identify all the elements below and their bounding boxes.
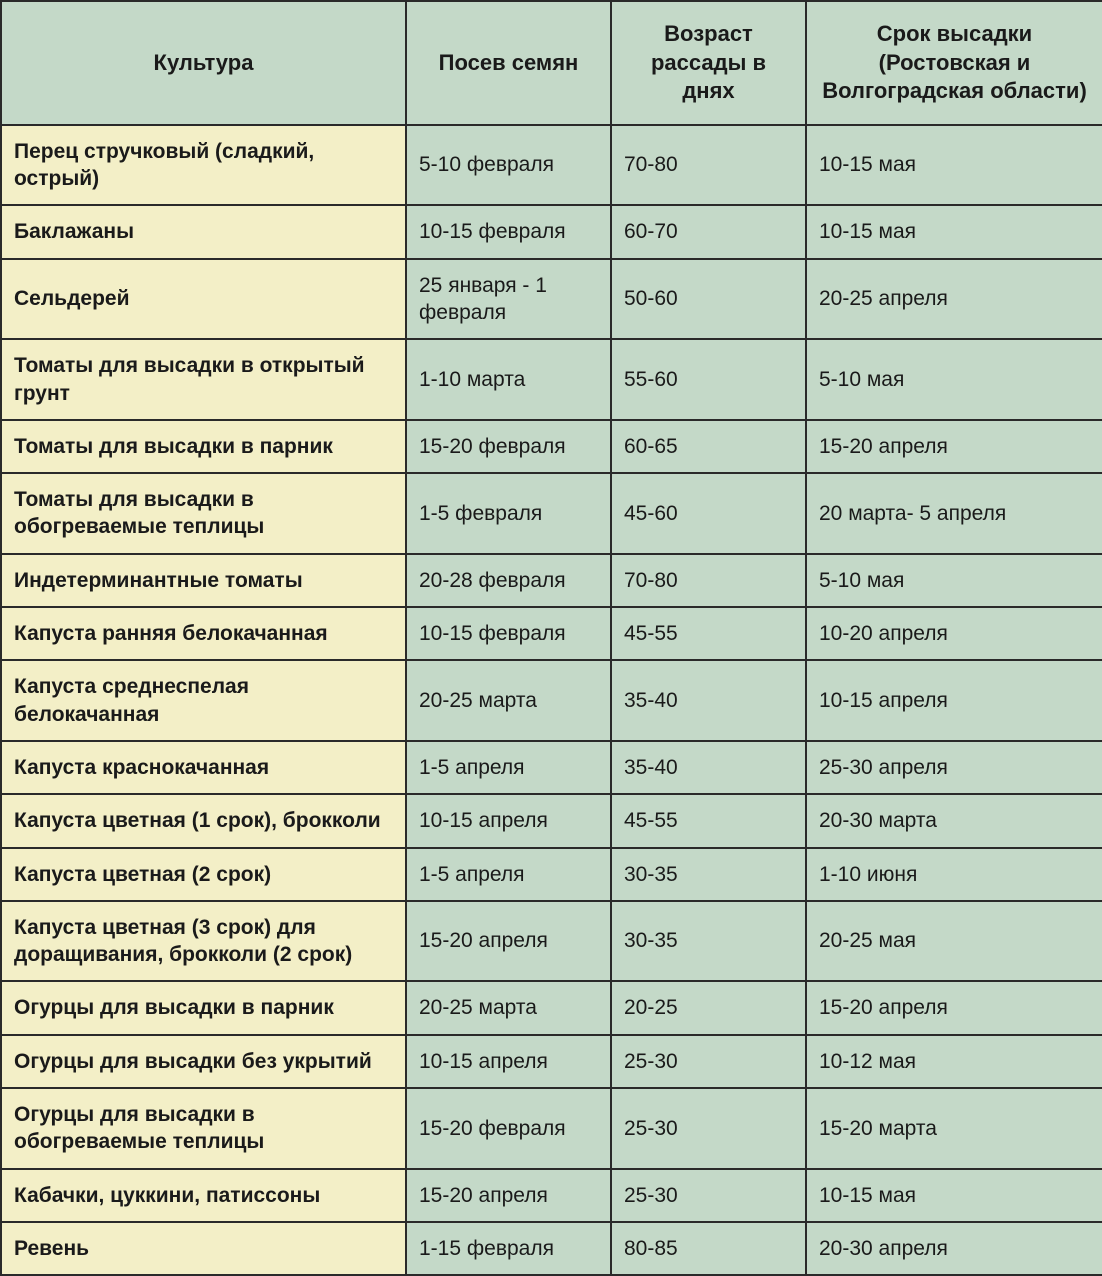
cell-planting: 20-30 марта bbox=[806, 794, 1102, 847]
cell-planting: 20-30 апреля bbox=[806, 1222, 1102, 1275]
cell-sowing: 20-25 марта bbox=[406, 660, 611, 741]
table-row: Огурцы для высадки в парник 20-25 марта … bbox=[1, 981, 1102, 1034]
cell-planting: 15-20 апреля bbox=[806, 420, 1102, 473]
cell-culture: Томаты для высадки в открытый грунт bbox=[1, 339, 406, 420]
cell-culture: Ревень bbox=[1, 1222, 406, 1275]
cell-age: 70-80 bbox=[611, 125, 806, 206]
table-row: Индетерминантные томаты 20-28 февраля 70… bbox=[1, 554, 1102, 607]
table-row: Томаты для высадки в парник 15-20 феврал… bbox=[1, 420, 1102, 473]
cell-age: 25-30 bbox=[611, 1088, 806, 1169]
table-row: Капуста ранняя белокачанная 10-15 феврал… bbox=[1, 607, 1102, 660]
table-row: Ревень 1-15 февраля 80-85 20-30 апреля bbox=[1, 1222, 1102, 1275]
cell-planting: 10-20 апреля bbox=[806, 607, 1102, 660]
cell-age: 60-65 bbox=[611, 420, 806, 473]
cell-sowing: 20-28 февраля bbox=[406, 554, 611, 607]
cell-culture: Огурцы для высадки без укрытий bbox=[1, 1035, 406, 1088]
cell-culture: Огурцы для высадки в парник bbox=[1, 981, 406, 1034]
cell-culture: Кабачки, цуккини, патиссоны bbox=[1, 1169, 406, 1222]
cell-planting: 5-10 мая bbox=[806, 339, 1102, 420]
cell-age: 30-35 bbox=[611, 901, 806, 982]
col-header-age: Возраст рассады в днях bbox=[611, 1, 806, 125]
table-row: Томаты для высадки в обогреваемые теплиц… bbox=[1, 473, 1102, 554]
table-row: Баклажаны 10-15 февраля 60-70 10-15 мая bbox=[1, 205, 1102, 258]
cell-planting: 20-25 апреля bbox=[806, 259, 1102, 340]
cell-planting: 25-30 апреля bbox=[806, 741, 1102, 794]
cell-planting: 5-10 мая bbox=[806, 554, 1102, 607]
cell-age: 35-40 bbox=[611, 660, 806, 741]
cell-sowing: 10-15 февраля bbox=[406, 607, 611, 660]
table-row: Капуста цветная (3 срок) для доращивания… bbox=[1, 901, 1102, 982]
cell-age: 35-40 bbox=[611, 741, 806, 794]
cell-culture: Капуста среднеспелая белокачанная bbox=[1, 660, 406, 741]
table-body: Перец стручковый (сладкий, острый) 5-10 … bbox=[1, 125, 1102, 1275]
cell-age: 30-35 bbox=[611, 848, 806, 901]
cell-sowing: 1-5 апреля bbox=[406, 741, 611, 794]
cell-culture: Томаты для высадки в обогреваемые теплиц… bbox=[1, 473, 406, 554]
cell-age: 25-30 bbox=[611, 1035, 806, 1088]
cell-planting: 10-15 мая bbox=[806, 125, 1102, 206]
cell-sowing: 10-15 февраля bbox=[406, 205, 611, 258]
table-header-row: Культура Посев семян Возраст рассады в д… bbox=[1, 1, 1102, 125]
table-row: Капуста цветная (1 срок), брокколи 10-15… bbox=[1, 794, 1102, 847]
cell-planting: 20-25 мая bbox=[806, 901, 1102, 982]
cell-sowing: 1-5 февраля bbox=[406, 473, 611, 554]
table-row: Капуста среднеспелая белокачанная 20-25 … bbox=[1, 660, 1102, 741]
cell-sowing: 1-10 марта bbox=[406, 339, 611, 420]
cell-culture: Капуста цветная (2 срок) bbox=[1, 848, 406, 901]
cell-planting: 15-20 апреля bbox=[806, 981, 1102, 1034]
cell-culture: Баклажаны bbox=[1, 205, 406, 258]
col-header-sowing: Посев семян bbox=[406, 1, 611, 125]
table-row: Капуста цветная (2 срок) 1-5 апреля 30-3… bbox=[1, 848, 1102, 901]
cell-sowing: 10-15 апреля bbox=[406, 1035, 611, 1088]
cell-sowing: 1-5 апреля bbox=[406, 848, 611, 901]
cell-sowing: 1-15 февраля bbox=[406, 1222, 611, 1275]
cell-age: 25-30 bbox=[611, 1169, 806, 1222]
cell-age: 45-55 bbox=[611, 607, 806, 660]
planting-table: Культура Посев семян Возраст рассады в д… bbox=[0, 0, 1102, 1276]
cell-age: 45-55 bbox=[611, 794, 806, 847]
table-row: Огурцы для высадки в обогреваемые теплиц… bbox=[1, 1088, 1102, 1169]
cell-culture: Перец стручковый (сладкий, острый) bbox=[1, 125, 406, 206]
cell-sowing: 25 января - 1 февраля bbox=[406, 259, 611, 340]
cell-planting: 10-15 мая bbox=[806, 205, 1102, 258]
cell-age: 50-60 bbox=[611, 259, 806, 340]
cell-sowing: 15-20 апреля bbox=[406, 901, 611, 982]
cell-culture: Индетерминантные томаты bbox=[1, 554, 406, 607]
cell-sowing: 15-20 апреля bbox=[406, 1169, 611, 1222]
cell-sowing: 10-15 апреля bbox=[406, 794, 611, 847]
table-row: Кабачки, цуккини, патиссоны 15-20 апреля… bbox=[1, 1169, 1102, 1222]
cell-planting: 1-10 июня bbox=[806, 848, 1102, 901]
cell-culture: Огурцы для высадки в обогреваемые теплиц… bbox=[1, 1088, 406, 1169]
cell-planting: 20 марта- 5 апреля bbox=[806, 473, 1102, 554]
cell-age: 45-60 bbox=[611, 473, 806, 554]
table-row: Перец стручковый (сладкий, острый) 5-10 … bbox=[1, 125, 1102, 206]
table-row: Сельдерей 25 января - 1 февраля 50-60 20… bbox=[1, 259, 1102, 340]
table-row: Томаты для высадки в открытый грунт 1-10… bbox=[1, 339, 1102, 420]
cell-age: 80-85 bbox=[611, 1222, 806, 1275]
cell-culture: Капуста цветная (1 срок), брокколи bbox=[1, 794, 406, 847]
cell-age: 55-60 bbox=[611, 339, 806, 420]
planting-table-container: Культура Посев семян Возраст рассады в д… bbox=[0, 0, 1102, 1276]
cell-planting: 15-20 марта bbox=[806, 1088, 1102, 1169]
table-row: Огурцы для высадки без укрытий 10-15 апр… bbox=[1, 1035, 1102, 1088]
cell-sowing: 20-25 марта bbox=[406, 981, 611, 1034]
col-header-planting: Срок высадки (Ростовская и Волгоградская… bbox=[806, 1, 1102, 125]
cell-sowing: 15-20 февраля bbox=[406, 1088, 611, 1169]
cell-culture: Капуста цветная (3 срок) для доращивания… bbox=[1, 901, 406, 982]
cell-age: 20-25 bbox=[611, 981, 806, 1034]
cell-age: 60-70 bbox=[611, 205, 806, 258]
cell-planting: 10-15 мая bbox=[806, 1169, 1102, 1222]
col-header-culture: Культура bbox=[1, 1, 406, 125]
cell-planting: 10-12 мая bbox=[806, 1035, 1102, 1088]
cell-sowing: 5-10 февраля bbox=[406, 125, 611, 206]
cell-culture: Капуста краснокачанная bbox=[1, 741, 406, 794]
cell-age: 70-80 bbox=[611, 554, 806, 607]
cell-culture: Сельдерей bbox=[1, 259, 406, 340]
cell-planting: 10-15 апреля bbox=[806, 660, 1102, 741]
cell-culture: Томаты для высадки в парник bbox=[1, 420, 406, 473]
cell-sowing: 15-20 февраля bbox=[406, 420, 611, 473]
table-row: Капуста краснокачанная 1-5 апреля 35-40 … bbox=[1, 741, 1102, 794]
cell-culture: Капуста ранняя белокачанная bbox=[1, 607, 406, 660]
